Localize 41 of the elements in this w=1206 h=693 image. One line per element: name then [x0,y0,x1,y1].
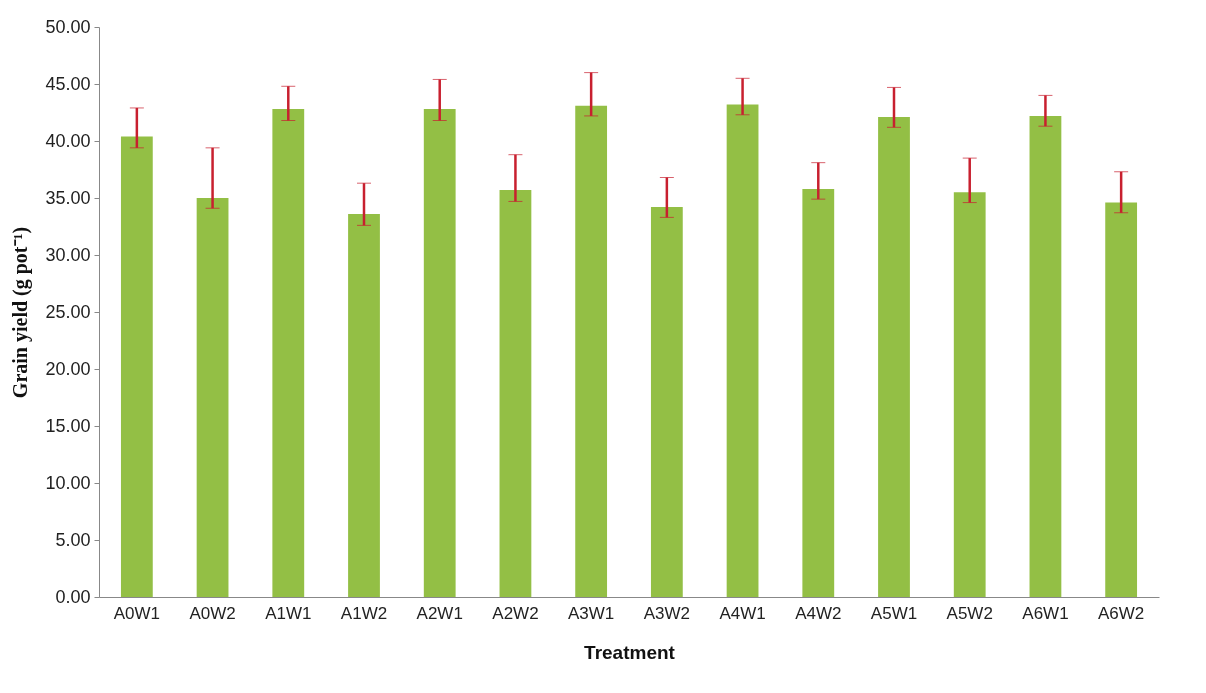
x-axis-title: Treatment [584,641,676,663]
y-tick-label: 10.00 [45,472,91,493]
y-tick-label: 35.00 [45,187,91,208]
y-tick-label: 50.00 [45,16,91,37]
bar [802,188,835,597]
x-tick-label: A3W2 [643,603,691,623]
x-tick-label: A1W2 [340,603,388,623]
y-tick-label: 30.00 [45,244,91,265]
x-tick-label: A3W1 [567,603,615,623]
bar [120,136,153,597]
bar [726,104,759,597]
y-tick-label: 0.00 [55,586,91,607]
y-tick-label: 15.00 [45,415,91,436]
bar [348,213,380,597]
x-tick-label: A4W2 [795,603,842,623]
bar [499,190,532,597]
x-tick-label: A4W1 [719,603,766,623]
bar [423,109,456,597]
x-tick-label: A6W1 [1022,603,1069,623]
x-tick-label: A5W1 [870,603,918,623]
x-tick-label: A2W1 [416,603,463,623]
x-tick-label: A6W2 [1097,603,1145,623]
y-tick-label: 5.00 [55,529,91,550]
bar [575,105,608,597]
x-tick-label: A1W1 [265,603,312,623]
y-tick-label: 45.00 [45,73,91,94]
y-tick-label: 40.00 [45,130,91,151]
bar [878,117,910,597]
bar [272,109,305,597]
y-tick-label: 25.00 [45,301,91,322]
y-tick-label: 20.00 [45,358,91,379]
bar [650,207,683,597]
bar [953,192,986,597]
x-tick-label: A0W1 [113,603,161,623]
bar [196,198,229,597]
y-axis-title: Grain yield (g pot⁻¹) [9,226,33,399]
bar [1029,115,1062,597]
x-tick-label: A0W2 [189,603,236,623]
bar [1105,202,1138,597]
x-tick-label: A2W2 [492,603,539,623]
x-tick-label: A5W2 [946,603,993,623]
